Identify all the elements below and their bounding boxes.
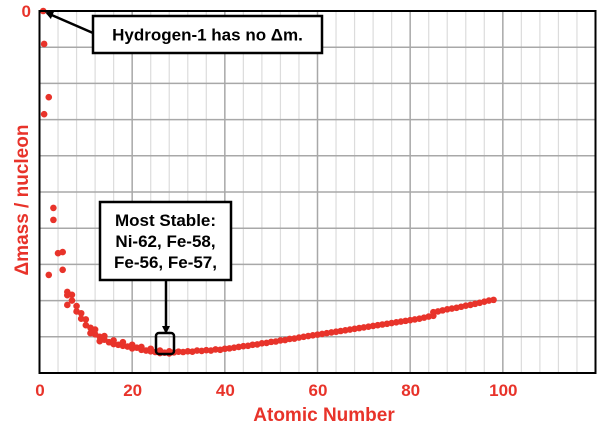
grid-lines xyxy=(38,10,597,374)
annotations: Hydrogen-1 has no Δm. Most Stable: Ni-62, … xyxy=(45,11,324,356)
data-point xyxy=(91,326,99,333)
x-tick-label: 80 xyxy=(401,381,420,400)
data-point xyxy=(490,296,497,304)
data-point xyxy=(68,297,76,304)
x-axis-title: Atomic Number xyxy=(253,405,395,426)
callout-box xyxy=(91,14,324,55)
callout-text: Fe-56, Fe-57, xyxy=(114,253,217,272)
data-point xyxy=(138,343,145,351)
callout-most-stable: Most Stable: Ni-62, Fe-58, Fe-56, Fe-57, xyxy=(98,200,233,356)
data-point xyxy=(73,302,80,310)
x-tick-label: 20 xyxy=(123,381,142,400)
x-axis-tick-labels: 0 20 40 60 80 100 xyxy=(35,381,517,400)
data-point xyxy=(82,316,90,323)
callout-text: Hydrogen-1 has no Δm. xyxy=(112,26,303,45)
data-point xyxy=(110,337,117,344)
x-tick-label: 100 xyxy=(489,381,517,400)
data-point xyxy=(40,110,48,118)
callout-box xyxy=(98,200,233,282)
x-tick-label: 60 xyxy=(309,381,328,400)
data-point xyxy=(50,204,57,212)
data-point xyxy=(77,309,85,317)
plot-frame xyxy=(38,10,597,374)
data-point xyxy=(64,301,71,309)
y-axis-tick-labels: 0 xyxy=(22,2,31,21)
y-axis-title: Δmass / nucleon xyxy=(12,125,33,276)
callout-hydrogen: Hydrogen-1 has no Δm. xyxy=(45,11,324,55)
data-point xyxy=(45,93,53,101)
data-point xyxy=(40,40,48,48)
x-tick-label: 0 xyxy=(35,381,44,400)
data-point xyxy=(147,345,154,353)
data-point xyxy=(50,216,57,224)
data-point xyxy=(101,332,108,340)
data-point xyxy=(45,271,53,279)
data-point xyxy=(59,266,66,274)
x-tick-label: 40 xyxy=(216,381,235,400)
callout-arrow-icon xyxy=(45,11,94,35)
data-point xyxy=(68,291,76,299)
highlight-box xyxy=(154,331,176,356)
data-point xyxy=(119,338,127,346)
callout-text: Most Stable: xyxy=(115,211,216,230)
data-point xyxy=(59,248,66,256)
y-tick-label: 0 xyxy=(22,2,31,21)
callout-text: Ni-62, Fe-58, xyxy=(115,232,215,251)
